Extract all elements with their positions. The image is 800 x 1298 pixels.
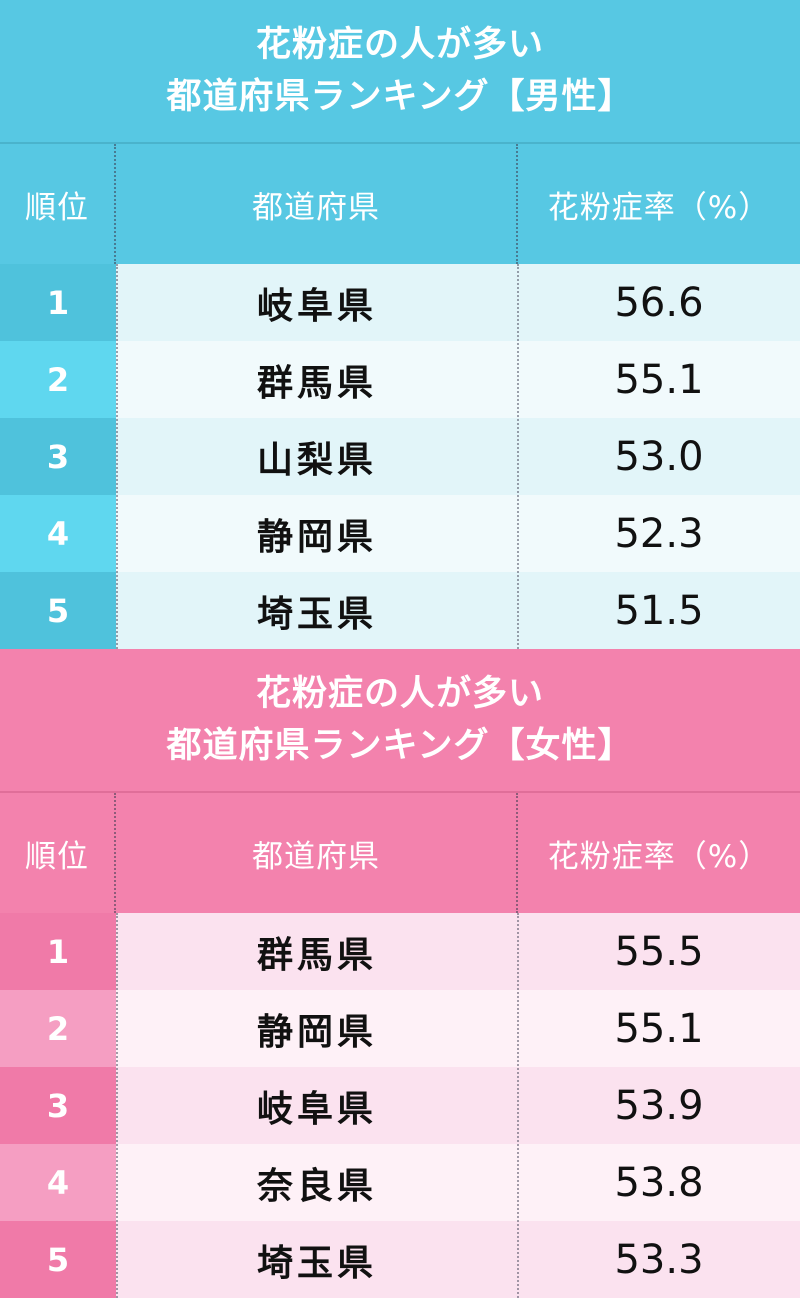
table-row: 4 奈良県 53.8 xyxy=(0,1144,800,1221)
female-title-line2: 都道府県ランキング【女性】 xyxy=(166,726,634,766)
female-table-body: 1 群馬県 55.5 2 静岡県 55.1 3 岐阜県 53.9 4 奈良県 5… xyxy=(0,913,800,1298)
rate-cell: 55.1 xyxy=(518,990,800,1067)
female-table-header: 順位 都道府県 花粉症率（%） xyxy=(0,791,800,913)
rank-cell: 5 xyxy=(0,1221,116,1298)
rank-cell: 3 xyxy=(0,418,116,495)
prefecture-cell: 岐阜県 xyxy=(116,264,518,341)
rate-cell: 53.9 xyxy=(518,1067,800,1144)
male-table-body: 1 岐阜県 56.6 2 群馬県 55.1 3 山梨県 53.0 4 静岡県 5… xyxy=(0,264,800,649)
prefecture-cell: 静岡県 xyxy=(116,495,518,572)
column-divider xyxy=(116,913,118,1298)
male-ranking-title: 花粉症の人が多い 都道府県ランキング【男性】 xyxy=(0,0,800,142)
column-divider xyxy=(517,264,519,649)
rate-cell: 55.1 xyxy=(518,341,800,418)
prefecture-cell: 群馬県 xyxy=(116,913,518,990)
rate-cell: 56.6 xyxy=(518,264,800,341)
female-ranking-section: 花粉症の人が多い 都道府県ランキング【女性】 順位 都道府県 花粉症率（%） 1… xyxy=(0,649,800,1298)
rank-column-header: 順位 xyxy=(0,144,116,264)
table-row: 5 埼玉県 51.5 xyxy=(0,572,800,649)
rank-cell: 2 xyxy=(0,341,116,418)
table-row: 1 岐阜県 56.6 xyxy=(0,264,800,341)
rank-cell: 4 xyxy=(0,495,116,572)
table-row: 2 群馬県 55.1 xyxy=(0,341,800,418)
female-ranking-title: 花粉症の人が多い 都道府県ランキング【女性】 xyxy=(0,649,800,791)
male-title-line2: 都道府県ランキング【男性】 xyxy=(166,77,634,117)
column-divider xyxy=(116,264,118,649)
prefecture-cell: 奈良県 xyxy=(116,1144,518,1221)
table-row: 2 静岡県 55.1 xyxy=(0,990,800,1067)
table-row: 1 群馬県 55.5 xyxy=(0,913,800,990)
rank-cell: 3 xyxy=(0,1067,116,1144)
prefecture-cell: 埼玉県 xyxy=(116,572,518,649)
rank-cell: 2 xyxy=(0,990,116,1067)
rate-cell: 52.3 xyxy=(518,495,800,572)
rate-cell: 55.5 xyxy=(518,913,800,990)
male-title-line1: 花粉症の人が多い xyxy=(255,25,544,65)
table-row: 4 静岡県 52.3 xyxy=(0,495,800,572)
rate-cell: 51.5 xyxy=(518,572,800,649)
rate-cell: 53.0 xyxy=(518,418,800,495)
rate-column-header: 花粉症率（%） xyxy=(547,838,771,875)
prefecture-cell: 埼玉県 xyxy=(116,1221,518,1298)
rate-column-header: 花粉症率（%） xyxy=(547,189,771,226)
rate-cell: 53.8 xyxy=(518,1144,800,1221)
prefecture-cell: 山梨県 xyxy=(116,418,518,495)
rank-cell: 5 xyxy=(0,572,116,649)
rank-cell: 1 xyxy=(0,264,116,341)
rank-cell: 1 xyxy=(0,913,116,990)
table-row: 5 埼玉県 53.3 xyxy=(0,1221,800,1298)
prefecture-column-header: 都道府県 xyxy=(116,144,518,264)
rank-cell: 4 xyxy=(0,1144,116,1221)
table-row: 3 岐阜県 53.9 xyxy=(0,1067,800,1144)
rank-column-header: 順位 xyxy=(0,793,116,913)
prefecture-column-header: 都道府県 xyxy=(116,793,518,913)
prefecture-cell: 岐阜県 xyxy=(116,1067,518,1144)
prefecture-cell: 静岡県 xyxy=(116,990,518,1067)
prefecture-cell: 群馬県 xyxy=(116,341,518,418)
rate-cell: 53.3 xyxy=(518,1221,800,1298)
male-ranking-section: 花粉症の人が多い 都道府県ランキング【男性】 順位 都道府県 花粉症率（%） 1… xyxy=(0,0,800,649)
female-title-line1: 花粉症の人が多い xyxy=(255,674,544,714)
table-row: 3 山梨県 53.0 xyxy=(0,418,800,495)
column-divider xyxy=(517,913,519,1298)
male-table-header: 順位 都道府県 花粉症率（%） xyxy=(0,142,800,264)
